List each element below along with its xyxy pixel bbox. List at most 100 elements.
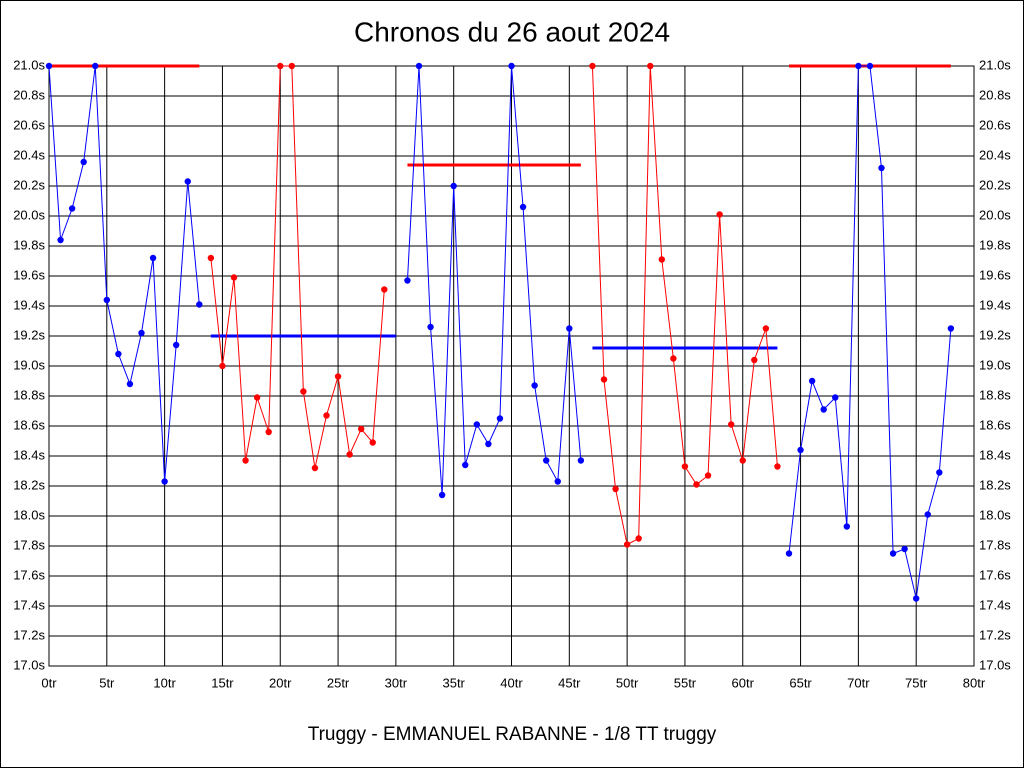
point [496,415,504,422]
point [288,62,296,70]
point [161,478,168,485]
point [589,62,596,70]
y-tick-label: 21.0s [13,57,45,72]
y2-tick-label: 21.0s [979,57,1011,72]
y2-tick-label: 18.4s [979,447,1011,462]
y2-tick-label: 18.2s [979,477,1011,492]
x-tick-label: 60tr [732,675,755,690]
point [149,254,157,262]
y2-tick-label: 20.2s [979,177,1011,192]
y-tick-label: 17.4s [13,597,45,612]
y2-tick-label: 17.4s [979,597,1011,612]
point [334,373,342,380]
x-tick-label: 40tr [500,675,523,690]
point [912,595,920,602]
y-tick-label: 18.6s [13,417,45,432]
y-tick-label: 20.2s [13,177,45,192]
point [404,277,411,284]
x-tick-label: 30tr [385,675,408,690]
point [172,341,180,349]
point [45,62,53,70]
y-tick-label: 18.2s [13,477,45,492]
point [762,325,770,332]
point [901,545,908,553]
point [716,211,723,218]
point [207,254,215,262]
y2-tick-label: 19.6s [979,267,1011,282]
point [889,550,897,557]
y-tick-label: 20.4s [13,147,45,162]
y2-tick-label: 20.8s [979,87,1011,102]
point [623,541,631,548]
point [519,203,527,211]
point [126,380,134,388]
x-tick-label: 45tr [558,675,581,690]
x-tick-label: 25tr [327,675,350,690]
point [438,491,446,499]
point [681,463,689,470]
point [855,62,862,70]
point [600,376,608,383]
point [184,178,191,185]
point [450,182,457,190]
point [704,472,712,479]
point [485,440,492,448]
point [658,256,666,263]
point [381,286,388,293]
point [242,457,249,464]
point [739,457,746,464]
y-tick-label: 18.4s [13,447,45,462]
x-tick-label: 5tr [99,675,115,690]
y-tick-label: 20.8s [13,87,45,102]
x-tick-label: 10tr [153,675,176,690]
point [693,481,700,488]
y2-tick-label: 19.8s [979,237,1011,252]
point [196,301,203,308]
series-line [48,65,200,482]
point [219,362,226,370]
point [300,388,307,395]
y2-tick-label: 17.8s [979,537,1011,552]
point [415,62,423,70]
point [866,62,874,70]
y2-tick-label: 19.0s [979,357,1011,372]
y-tick-label: 18.8s [13,387,45,402]
x-tick-label: 35tr [442,675,465,690]
point [554,478,561,485]
y2-tick-label: 18.0s [979,507,1011,522]
x-tick-label: 80tr [963,675,986,690]
point [785,550,793,557]
point [253,394,261,401]
point [92,62,99,70]
y2-tick-label: 17.6s [979,567,1011,582]
point [924,511,931,518]
point [265,428,272,436]
y-tick-label: 20.0s [13,207,45,222]
point [947,325,955,332]
point [832,394,839,401]
y2-tick-label: 19.2s [979,327,1011,342]
point [936,469,943,476]
x-axis-label: Truggy - EMMANUEL RABANNE - 1/8 TT trugg… [308,724,717,745]
y-tick-label: 17.0s [13,657,45,672]
point [357,425,365,433]
point [277,62,284,70]
y2-tick-label: 18.8s [979,387,1011,402]
point [774,463,781,470]
point [635,535,642,542]
y2-tick-label: 20.0s [979,207,1011,222]
point [462,461,469,469]
x-tick-label: 75tr [905,675,928,690]
point [808,377,816,385]
y2-tick-label: 17.0s [979,657,1011,672]
point [577,457,585,464]
y2-tick-label: 18.6s [979,417,1011,432]
series-line [210,65,385,469]
point [68,205,76,212]
y-tick-label: 20.6s [13,117,45,132]
point [647,62,654,70]
y-tick-label: 19.2s [13,327,45,342]
point [473,421,481,428]
point [797,446,804,454]
chart-title: Chronos du 26 aout 2024 [354,16,670,47]
